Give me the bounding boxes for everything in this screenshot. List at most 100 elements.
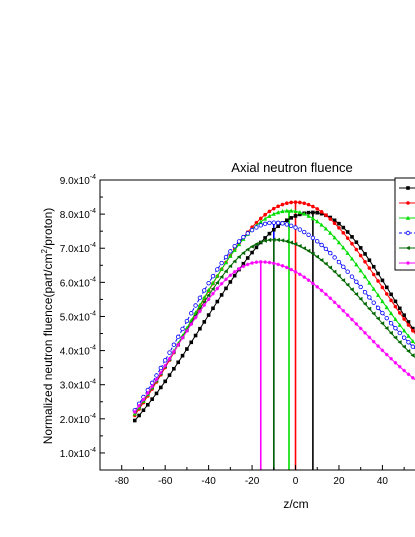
series-6 xyxy=(132,260,415,414)
data-point xyxy=(410,344,415,349)
data-point xyxy=(232,259,237,264)
data-point xyxy=(406,201,410,205)
data-point xyxy=(202,295,207,300)
data-point xyxy=(201,299,207,305)
data-point xyxy=(219,260,224,266)
data-point xyxy=(171,342,177,347)
data-point xyxy=(167,373,172,377)
data-point xyxy=(301,246,307,251)
data-point xyxy=(236,239,242,244)
data-point xyxy=(172,366,176,371)
data-point xyxy=(232,273,237,278)
y-tick-exponent: -4 xyxy=(90,345,96,352)
data-point xyxy=(297,243,302,249)
data-point xyxy=(288,240,293,245)
data-point xyxy=(285,201,289,206)
legend xyxy=(394,177,415,271)
data-point xyxy=(228,273,233,278)
data-point xyxy=(293,214,298,218)
plot-frame xyxy=(99,179,415,471)
data-point xyxy=(245,231,250,236)
data-point xyxy=(393,335,398,340)
data-point xyxy=(302,211,307,216)
data-point xyxy=(393,360,398,365)
data-point xyxy=(332,235,337,240)
data-point xyxy=(358,268,363,273)
data-point xyxy=(289,267,293,272)
data-point xyxy=(341,278,346,283)
data-point xyxy=(405,215,411,220)
data-point xyxy=(406,340,411,345)
data-point xyxy=(380,298,385,304)
series-line xyxy=(134,211,415,421)
data-point xyxy=(223,269,228,274)
series-line xyxy=(134,210,415,414)
y-tick-label: 7.0x10-4 xyxy=(60,242,96,255)
data-point xyxy=(354,262,359,267)
data-point xyxy=(397,330,402,336)
data-point xyxy=(380,310,385,316)
data-point xyxy=(132,418,137,423)
data-point xyxy=(367,306,372,311)
data-point xyxy=(245,262,250,267)
data-point xyxy=(137,404,141,408)
data-point xyxy=(406,320,411,324)
data-point xyxy=(401,344,406,349)
data-point xyxy=(323,261,328,266)
series-line xyxy=(134,201,415,416)
data-point xyxy=(206,313,211,317)
data-point xyxy=(384,315,389,321)
data-point xyxy=(411,328,415,333)
data-point xyxy=(258,219,263,224)
data-point xyxy=(388,330,393,336)
data-point xyxy=(332,221,337,226)
data-point xyxy=(336,240,342,245)
data-point xyxy=(362,301,367,306)
legend-entry xyxy=(399,215,415,220)
data-point xyxy=(354,322,359,326)
data-point xyxy=(349,256,355,261)
data-point xyxy=(384,352,389,357)
data-point xyxy=(345,282,350,287)
data-point xyxy=(237,267,241,271)
x-tick-label: 40 xyxy=(377,476,389,487)
data-point xyxy=(367,335,372,340)
data-point xyxy=(397,340,402,345)
data-point xyxy=(267,213,272,218)
data-point xyxy=(202,320,207,324)
data-point xyxy=(367,295,372,300)
data-point xyxy=(319,288,324,293)
data-point xyxy=(202,303,207,307)
data-point xyxy=(324,213,328,217)
y-tick-exponent: -4 xyxy=(90,174,96,181)
data-point xyxy=(402,313,406,317)
x-tick-label: 0 xyxy=(293,476,299,487)
data-point xyxy=(258,223,263,228)
data-point xyxy=(263,212,267,217)
data-point xyxy=(367,258,372,263)
data-point xyxy=(241,261,246,266)
data-point xyxy=(154,377,159,382)
data-point xyxy=(210,286,215,291)
y-tick-exponent: -4 xyxy=(90,379,96,386)
data-point xyxy=(393,316,398,322)
data-point xyxy=(293,242,298,247)
data-point xyxy=(375,305,381,311)
data-point xyxy=(376,271,380,276)
data-point xyxy=(410,338,415,344)
data-point xyxy=(271,237,276,242)
data-point xyxy=(263,260,267,264)
data-point xyxy=(389,311,394,316)
data-point xyxy=(137,413,141,418)
data-point xyxy=(402,317,406,321)
data-point xyxy=(267,260,272,265)
data-point xyxy=(363,331,367,335)
data-point xyxy=(263,236,267,240)
data-point xyxy=(289,200,293,205)
data-point xyxy=(363,252,367,256)
data-point xyxy=(185,329,189,333)
data-point xyxy=(354,292,359,297)
data-point xyxy=(319,211,324,216)
data-point xyxy=(141,408,146,413)
data-point xyxy=(328,250,333,256)
